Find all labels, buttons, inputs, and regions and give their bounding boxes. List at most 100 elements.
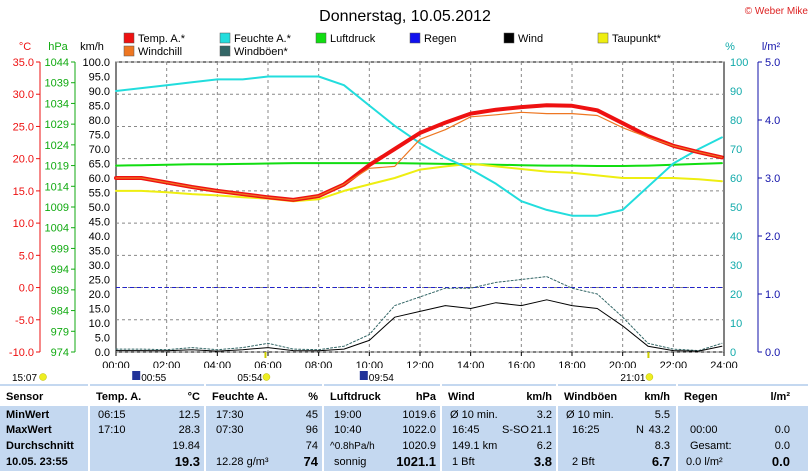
kmh-tick-label: 95.0 xyxy=(89,72,110,84)
chart-series xyxy=(114,75,724,352)
hdr-press-unit: hPa xyxy=(415,391,436,403)
hdr-rain: Regen xyxy=(684,391,718,403)
kmh-tick-label: 25.0 xyxy=(89,275,110,287)
hum-now: 74 xyxy=(303,454,318,469)
legend-label: Feuchte A.* xyxy=(234,33,292,45)
temp-min: 12.5 xyxy=(178,409,200,421)
hdr-gust-unit: km/h xyxy=(644,391,670,403)
hdr-wind-unit: km/h xyxy=(526,391,552,403)
sun-icon xyxy=(39,373,47,381)
hpa-tick-label: 1039 xyxy=(45,78,69,90)
col-press xyxy=(324,384,442,471)
wind-max: 21.1 xyxy=(530,424,552,436)
hum-min: 45 xyxy=(305,409,318,421)
rain-tick-label: 2.0 xyxy=(765,231,780,243)
wind-avg10: 3.2 xyxy=(536,409,552,421)
row-min-label: MinWert xyxy=(6,409,50,421)
hpa-tick-label: 989 xyxy=(51,285,69,297)
press-now: 1021.1 xyxy=(396,454,436,469)
rain-max-time: 00:00 xyxy=(690,424,718,436)
hdr-press: Luftdruck xyxy=(330,391,381,403)
sunset-sun-icon xyxy=(645,373,654,381)
temp-now: 19.3 xyxy=(174,454,200,469)
moonset-moon-icon xyxy=(359,371,368,380)
kmh-tick-label: 40.0 xyxy=(89,231,110,243)
press-min: 1019.6 xyxy=(402,409,436,421)
rain-total: 0.0 xyxy=(774,440,790,452)
legend-label: Windchill xyxy=(138,46,182,58)
wind-distance: 149.1 km xyxy=(452,440,498,452)
daylength-label: 15:07 xyxy=(12,373,37,383)
legend-swatch xyxy=(315,32,327,44)
rain-max: 0.0 xyxy=(774,424,790,436)
hum-max-time: 07:30 xyxy=(216,424,244,436)
kmh-tick-label: 20.0 xyxy=(89,289,110,301)
percent-tick-label: 40 xyxy=(730,231,742,243)
col-sensor xyxy=(0,384,90,471)
gust-avg: 8.3 xyxy=(654,440,670,452)
hpa-tick-label: 1004 xyxy=(45,223,69,235)
percent-tick-label: 10 xyxy=(730,318,742,330)
kmh-tick-label: 100.0 xyxy=(82,57,110,69)
hpa-tick-label: 1014 xyxy=(45,181,69,193)
row-avg-label: Durchschnitt xyxy=(6,440,74,452)
kmh-tick-label: 80.0 xyxy=(89,115,110,127)
percent-tick-label: 20 xyxy=(730,289,742,301)
percent-tick-label: 80 xyxy=(730,115,742,127)
legend-swatch xyxy=(219,32,231,44)
moonrise-moon-icon xyxy=(132,371,141,380)
percent-tick-label: 100 xyxy=(730,57,748,69)
celsius-tick-label: 35.0 xyxy=(13,57,34,69)
gust-max-time: 16:25 xyxy=(572,424,600,436)
sun-moon-bar: 15:07 00:55 05:54 09:54 21:01 xyxy=(0,352,810,383)
celsius-tick-label: 0.0 xyxy=(19,283,34,295)
legend-label: Temp. A.* xyxy=(138,33,186,45)
hpa-tick-label: 1029 xyxy=(45,119,69,131)
hpa-tick-label: 1024 xyxy=(45,140,69,152)
wind-max-time: 16:45 xyxy=(452,424,480,436)
press-max-time: 10:40 xyxy=(334,424,362,436)
rain-total-label: Gesamt: xyxy=(690,440,732,452)
summary-table: Sensor Temp. A. °C Feuchte A. % Luftdruc… xyxy=(0,384,810,471)
legend-label: Luftdruck xyxy=(330,33,376,45)
wind-bft: 1 Bft xyxy=(452,456,475,468)
hum-avg: 74 xyxy=(305,440,318,452)
celsius-tick-label: 30.0 xyxy=(13,89,34,101)
legend-label: Wind xyxy=(518,33,543,45)
col-wind xyxy=(442,384,558,471)
hpa-tick-label: 1034 xyxy=(45,98,69,110)
hum-min-time: 17:30 xyxy=(216,409,244,421)
moonrise-label: 00:55 xyxy=(141,373,166,383)
press-max: 1022.0 xyxy=(402,424,436,436)
chart-axes: 00:00 02:00 04:00 06:00 08:00 10:00 12:00 14:00… xyxy=(9,41,781,372)
percent-tick-label: 60 xyxy=(730,173,742,185)
percent-tick-label: 70 xyxy=(730,144,742,156)
press-avg: 1020.9 xyxy=(402,440,436,452)
celsius-tick-label: 5.0 xyxy=(19,250,34,262)
chart-title: Donnerstag, 10.05.2012 xyxy=(319,8,491,25)
percent-axis-unit: % xyxy=(725,41,735,53)
celsius-tick-label: 10.0 xyxy=(13,218,34,230)
rain-tick-label: 1.0 xyxy=(765,289,780,301)
hpa-axis-unit: hPa xyxy=(48,41,68,53)
kmh-tick-label: 35.0 xyxy=(89,246,110,258)
hdr-gust: Windböen xyxy=(564,391,618,403)
hdr-hum: Feuchte A. xyxy=(212,391,268,403)
hpa-tick-label: 999 xyxy=(51,243,69,255)
legend-label: Taupunkt* xyxy=(612,33,662,45)
moonset-label: 09:54 xyxy=(369,373,394,383)
legend-swatch xyxy=(597,32,609,44)
kmh-tick-label: 30.0 xyxy=(89,260,110,272)
gust-avg-label: Ø 10 min. xyxy=(566,409,614,421)
wind-max-dir: S-SO xyxy=(502,424,529,436)
kmh-tick-label: 60.0 xyxy=(89,173,110,185)
percent-tick-label: 90 xyxy=(730,86,742,98)
hpa-tick-label: 994 xyxy=(51,264,69,276)
series-taupunkt xyxy=(115,162,723,203)
rain-axis-unit: l/m² xyxy=(762,41,781,53)
percent-tick-label: 50 xyxy=(730,202,742,214)
series-windb-en xyxy=(115,276,723,352)
credit-text: © Weber Mike xyxy=(745,6,809,17)
percent-tick-label: 30 xyxy=(730,260,742,272)
rain-rate: 0.0 l/m² xyxy=(686,456,723,468)
